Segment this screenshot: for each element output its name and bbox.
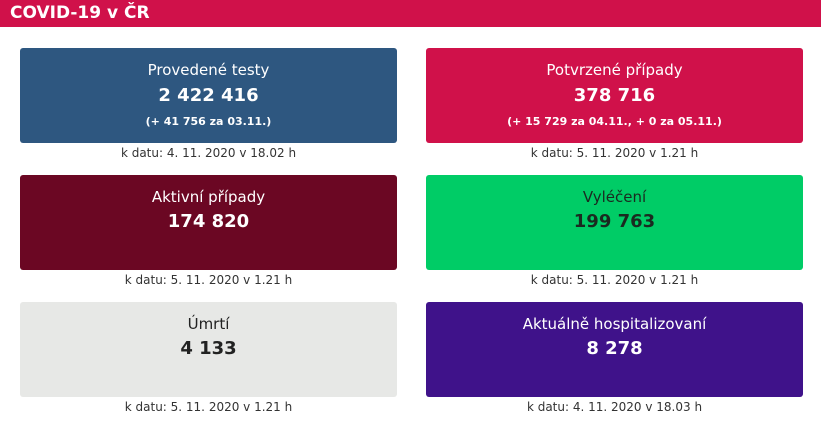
deaths-label: Úmrtí	[187, 315, 230, 333]
confirmed-card: Potvrzené případy 378 716 (+ 15 729 za 0…	[426, 48, 803, 143]
tests-note: (+ 41 756 za 03.11.)	[145, 115, 272, 128]
active-value: 174 820	[167, 211, 250, 232]
tests-date: k datu: 4. 11. 2020 v 18.02 h	[120, 146, 297, 160]
tests-value: 2 422 416	[158, 85, 259, 106]
confirmed-value: 378 716	[573, 85, 656, 106]
recovered-card: Vyléčení 199 763	[426, 175, 803, 270]
active-card: Aktivní případy 174 820	[20, 175, 397, 270]
recovered-value: 199 763	[573, 211, 656, 232]
deaths-date: k datu: 5. 11. 2020 v 1.21 h	[124, 400, 293, 414]
deaths-card: Úmrtí 4 133	[20, 302, 397, 397]
recovered-date: k datu: 5. 11. 2020 v 1.21 h	[530, 273, 699, 287]
active-date: k datu: 5. 11. 2020 v 1.21 h	[124, 273, 293, 287]
confirmed-label: Potvrzené případy	[546, 61, 683, 79]
page-title: COVID-19 v ČR	[0, 0, 821, 27]
recovered-label: Vyléčení	[582, 188, 647, 206]
tests-label: Provedené testy	[147, 61, 270, 79]
active-label: Aktivní případy	[151, 188, 266, 206]
hospitalized-label: Aktuálně hospitalizovaní	[522, 315, 707, 333]
confirmed-note: (+ 15 729 za 04.11., + 0 za 05.11.)	[507, 115, 722, 128]
hospitalized-value: 8 278	[586, 338, 643, 359]
tests-card: Provedené testy 2 422 416 (+ 41 756 za 0…	[20, 48, 397, 143]
hospitalized-card: Aktuálně hospitalizovaní 8 278	[426, 302, 803, 397]
hospitalized-date: k datu: 4. 11. 2020 v 18.03 h	[526, 400, 703, 414]
confirmed-date: k datu: 5. 11. 2020 v 1.21 h	[530, 146, 699, 160]
deaths-value: 4 133	[180, 338, 237, 359]
